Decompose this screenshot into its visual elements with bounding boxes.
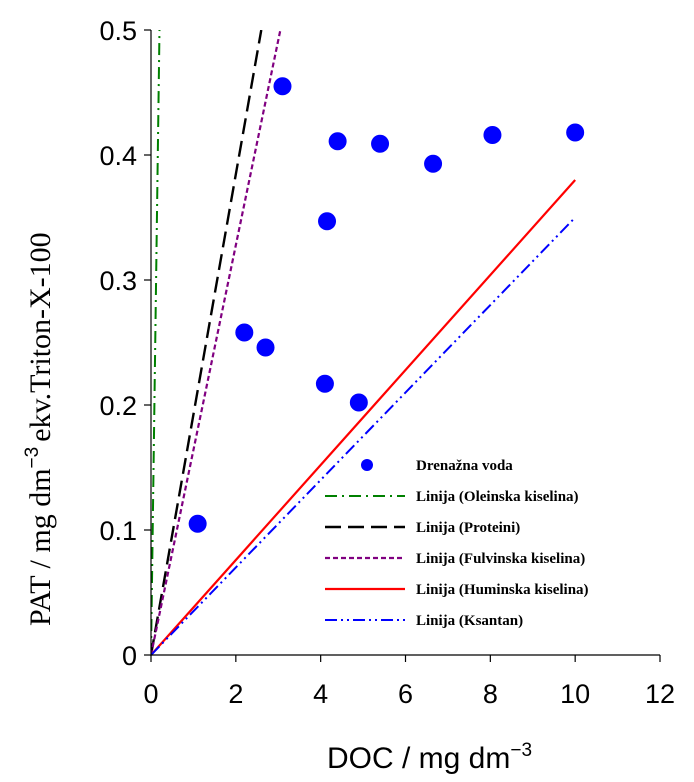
x-tick-label: 2 (228, 679, 243, 709)
series-line-5 (151, 216, 576, 655)
y-tick-label: 0.5 (99, 16, 137, 46)
data-point (188, 514, 207, 533)
legend-label: Linija (Fulvinska kiselina) (416, 551, 585, 567)
y-tick-label: 0.1 (99, 516, 137, 546)
series-line-4 (151, 179, 576, 655)
data-point (424, 154, 443, 173)
legend-label: Linija (Oleinska kiselina) (416, 489, 579, 505)
x-tick-label: 4 (313, 679, 328, 709)
x-tick-label: 8 (483, 679, 498, 709)
data-point (483, 126, 502, 144)
data-point (318, 212, 337, 231)
y-axis-title: PAT / mg dm−3ekv.Triton-X-100 (22, 232, 57, 626)
legend-label: Drenažna voda (416, 458, 513, 474)
series-line-3 (151, 30, 282, 655)
legend-label: Linija (Ksantan) (416, 613, 523, 629)
y-tick-label: 0.4 (99, 141, 137, 171)
data-point (566, 123, 585, 142)
y-tick-label: 0.3 (99, 266, 137, 296)
series-line-2 (151, 30, 263, 655)
data-point (349, 393, 368, 412)
data-point (273, 77, 292, 96)
legend: Drenažna voda Linija (Oleinska kiselina) L… (325, 458, 589, 629)
y-tick-label: 0 (122, 641, 137, 671)
legend-marker (361, 459, 373, 471)
data-point (235, 323, 254, 342)
series-line-1 (151, 30, 161, 655)
x-axis-title: DOC / mg dm−3 (327, 740, 532, 775)
legend-label: Linija (Proteini) (416, 520, 520, 536)
data-point (256, 338, 275, 357)
x-tick-label: 0 (143, 679, 158, 709)
y-tick-label: 0.2 (99, 391, 137, 421)
x-tick-label: 12 (645, 679, 675, 709)
data-point (315, 374, 334, 393)
legend-label: Linija (Huminska kiselina) (416, 582, 589, 598)
data-point (371, 134, 390, 153)
data-point (328, 132, 347, 151)
x-tick-label: 6 (398, 679, 413, 709)
x-tick-label: 10 (560, 679, 590, 709)
